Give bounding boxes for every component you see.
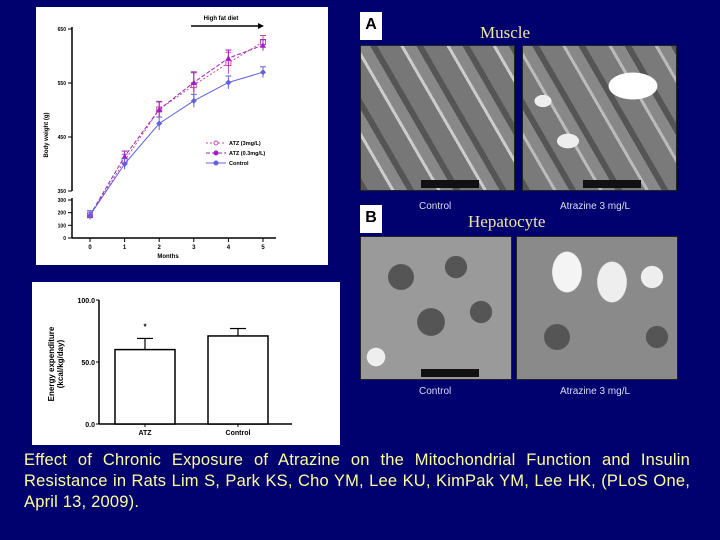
significance-mark: * xyxy=(143,322,147,331)
y-tick-label: 100.0 xyxy=(77,298,95,305)
panel-a-label: A xyxy=(360,12,382,40)
data-point xyxy=(87,212,93,219)
y-tick-label: 300 xyxy=(58,198,67,204)
data-point xyxy=(260,42,266,48)
y-axis-label: Body weight (g) xyxy=(44,113,50,158)
legend-marker xyxy=(213,140,219,146)
y-tick-label: 350 xyxy=(58,189,67,195)
y-tick-label: 0.0 xyxy=(85,422,95,429)
bar-control xyxy=(207,335,269,425)
series-line-2 xyxy=(89,71,264,216)
hepatocyte-title: Hepatocyte xyxy=(468,212,546,231)
muscle-control-caption: Control xyxy=(419,201,452,212)
x-tick-label: 2 xyxy=(158,245,162,251)
hepatocyte-control-micrograph xyxy=(360,236,512,380)
slide-caption: Effect of Chronic Exposure of Atrazine o… xyxy=(24,451,690,511)
x-tick-label: 3 xyxy=(192,245,196,251)
data-point xyxy=(156,120,163,127)
muscle-atrazine-caption: Atrazine 3 mg/L xyxy=(560,201,631,212)
y-axis-label-units: (kcal/kg/day) xyxy=(56,339,65,388)
x-tick-label: 1 xyxy=(123,245,127,251)
series-line-0 xyxy=(89,41,264,216)
bar-atz xyxy=(114,348,176,425)
y-tick-label: 0 xyxy=(63,236,66,242)
hepatocyte-control-caption: Control xyxy=(419,386,452,397)
body-weight-chart-panel: 350 450 550 650 0 100 200 300 0 1 2 3 4 5 Months Body w… xyxy=(36,7,328,265)
data-point xyxy=(190,79,197,85)
x-axis-label: Months xyxy=(157,254,179,260)
legend-label: Control xyxy=(229,161,249,167)
y-tick-label: 550 xyxy=(58,81,67,87)
body-weight-line-chart: 350 450 550 650 0 100 200 300 0 1 2 3 4 5 Months Body w… xyxy=(44,16,276,260)
data-point xyxy=(225,79,232,86)
y-tick-label: 650 xyxy=(58,27,67,33)
x-tick-label: 4 xyxy=(227,245,231,251)
data-point xyxy=(121,153,128,159)
x-tick-label: Control xyxy=(226,430,251,437)
legend-marker xyxy=(213,150,219,156)
data-point xyxy=(225,55,232,61)
y-tick-label: 200 xyxy=(58,211,67,217)
hepatocyte-atrazine-caption: Atrazine 3 mg/L xyxy=(560,386,631,397)
high-fat-diet-label: High fat diet xyxy=(204,16,239,22)
high-fat-diet-arrow-head xyxy=(258,23,264,29)
x-tick-label: ATZ xyxy=(138,430,152,437)
legend-marker xyxy=(213,160,219,166)
y-tick-label: 100 xyxy=(58,223,67,229)
data-point xyxy=(190,97,197,104)
muscle-control-micrograph xyxy=(360,45,515,191)
y-axis-label: Energy expenditure xyxy=(47,326,56,401)
panel-b-label: B xyxy=(360,205,382,233)
energy-expenditure-chart-panel: 0.0 50.0 100.0 Energy expenditure (kcal/kg/d… xyxy=(32,282,340,445)
series-line-1 xyxy=(89,44,264,216)
data-point xyxy=(121,161,128,167)
y-tick-label: 450 xyxy=(58,135,67,141)
x-tick-label: 0 xyxy=(88,245,92,251)
energy-expenditure-bar-chart: 0.0 50.0 100.0 Energy expenditure (kcal/kg/d… xyxy=(47,298,292,437)
legend-label: ATZ (3mg/L) xyxy=(229,141,261,147)
legend-label: ATZ (0.3mg/L) xyxy=(229,151,265,157)
muscle-title: Muscle xyxy=(480,23,531,42)
data-point xyxy=(156,106,163,112)
y-tick-label: 50.0 xyxy=(81,360,95,367)
hepatocyte-atrazine-micrograph xyxy=(516,236,678,380)
muscle-atrazine-micrograph xyxy=(522,45,677,191)
data-point xyxy=(260,69,266,76)
x-tick-label: 5 xyxy=(261,245,265,251)
